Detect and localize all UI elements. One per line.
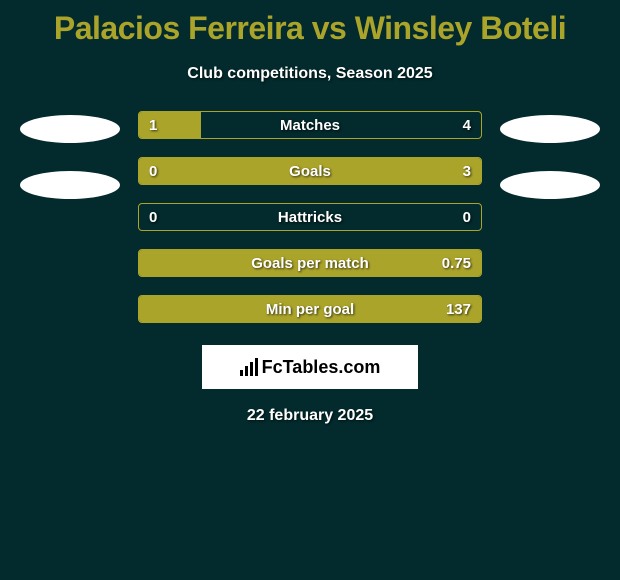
stat-label: Goals per match <box>139 250 481 276</box>
stat-bar: Goals per match0.75 <box>138 249 482 277</box>
stat-bar: Hattricks0 0 <box>138 203 482 231</box>
right-badge-column <box>500 111 600 199</box>
player-right-name: Winsley Boteli <box>355 10 566 46</box>
brand-text: FcTables.com <box>262 357 381 378</box>
stat-label: Min per goal <box>139 296 481 322</box>
comparison-title: Palacios Ferreira vs Winsley Boteli <box>0 0 620 47</box>
stat-value-right: 0 <box>463 204 471 230</box>
stat-value-right: 137 <box>446 296 471 322</box>
player-left-name: Palacios Ferreira <box>54 10 303 46</box>
stat-label: Hattricks <box>139 204 481 230</box>
stat-bar: Min per goal137 <box>138 295 482 323</box>
brand-badge: FcTables.com <box>202 345 418 389</box>
comparison-content: Matches14Goals03Hattricks00Goals per mat… <box>0 111 620 323</box>
stat-label: Goals <box>139 158 481 184</box>
team-badge-placeholder <box>500 171 600 199</box>
stat-label: Matches <box>139 112 481 138</box>
team-badge-placeholder <box>500 115 600 143</box>
vs-separator: vs <box>312 10 347 46</box>
bar-chart-icon <box>240 358 258 376</box>
stat-value-left: 0 <box>149 204 157 230</box>
comparison-bars: Matches14Goals03Hattricks00Goals per mat… <box>138 111 482 323</box>
stat-value-right: 0.75 <box>442 250 471 276</box>
team-badge-placeholder <box>20 171 120 199</box>
footer-date: 22 february 2025 <box>0 407 620 425</box>
stat-value-left: 0 <box>149 158 157 184</box>
stat-value-right: 3 <box>463 158 471 184</box>
stat-bar: Matches1 4 <box>138 111 482 139</box>
stat-bar: Goals0 3 <box>138 157 482 185</box>
team-badge-placeholder <box>20 115 120 143</box>
stat-value-left: 1 <box>149 112 157 138</box>
subtitle: Club competitions, Season 2025 <box>0 65 620 83</box>
stat-value-right: 4 <box>463 112 471 138</box>
left-badge-column <box>20 111 120 199</box>
